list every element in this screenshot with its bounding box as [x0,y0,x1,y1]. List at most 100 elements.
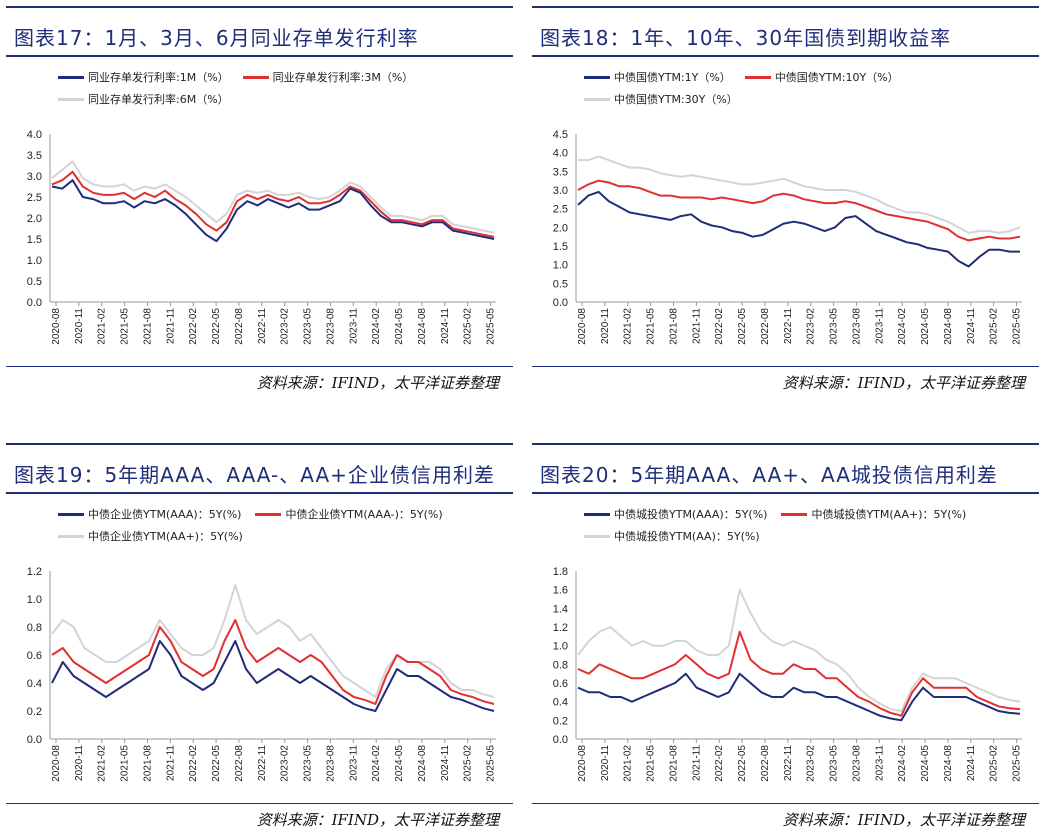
panel-title: 图表18：1年、10年、30年国债到期收益率 [540,26,952,50]
legend-item: 中债企业债YTM(AAA)：5Y(%) [58,506,241,522]
x-tick-label: 2021-08 [668,745,679,782]
x-tick-label: 2022-08 [234,745,245,782]
x-tick-label: 2023-05 [829,308,840,345]
x-tick-label: 2024-02 [371,308,382,345]
y-tick-label: 1.2 [27,566,42,578]
chart-legend: 同业存单发行利率:1M（%） 同业存单发行利率:3M（%） 同业存单发行利率:6M（… [58,66,498,110]
series-line-1 [51,179,495,243]
legend-item: 中债企业债YTM(AAA-)：5Y(%) [255,506,443,522]
x-tick-label: 2020-11 [600,745,611,781]
x-tick-label: 2022-05 [211,745,222,782]
legend-swatch [58,534,84,538]
x-tick-label: 2022-11 [257,745,268,781]
legend-item: 中债国债YTM:1Y（%） [584,69,731,85]
line-chart: 4.5 4.0 3.5 3.0 2.5 2.0 1.5 1.0 0.5 0.0 2020-08 202… [553,129,1023,345]
chart-legend: 中债企业债YTM(AAA)：5Y(%) 中债企业债YTM(AAA-)：5Y(%) 中… [58,503,498,547]
y-tick-label: 3.0 [553,185,568,197]
legend-swatch [584,512,610,516]
y-tick-label: 3.5 [553,166,568,178]
x-tick-label: 2021-05 [120,308,131,345]
panel-title-rule [6,492,513,494]
y-tick-label: 1.4 [553,603,568,615]
panel-bottom-rule [6,366,513,367]
y-tick-label: 2.5 [27,192,42,204]
x-tick-label: 2023-08 [325,308,336,345]
chart-legend: 中债国债YTM:1Y（%） 中债国债YTM:10Y（%） 中债国债YTM:30Y（%… [584,66,1024,110]
panel-top-rule [532,443,1039,445]
panel-top-rule [6,6,513,8]
y-tick-label: 2.0 [27,213,42,225]
chart-panel-20: 图表20：5年期AAA、AA+、AA城投债信用利差 中债城投债YTM(AAA)：… [532,443,1039,835]
legend-row: 中债城投债YTM(AA)：5Y(%) [584,525,1024,547]
legend-swatch [744,75,771,79]
legend-label: 中债企业债YTM(AAA-)：5Y(%) [285,508,443,521]
legend-swatch [584,534,610,538]
panel-title-rule [532,492,1039,494]
y-tick-label: 0.0 [27,734,42,746]
y-tick-label: 1.5 [27,234,42,246]
series-line-3 [578,155,1021,234]
x-tick-label: 2021-11 [691,308,702,344]
y-tick-label: 0.6 [553,678,568,690]
x-tick-label: 2024-11 [440,745,451,781]
source-note: 资料来源：IFIND，太平洋证券整理 [256,374,499,392]
x-tick-label: 2025-05 [486,308,497,345]
x-tick-label: 2022-11 [783,745,794,781]
legend-swatch [58,97,84,101]
source-note: 资料来源：IFIND，太平洋证券整理 [782,811,1025,829]
legend-swatch [255,512,282,516]
legend-swatch [58,512,84,516]
x-tick-label: 2020-11 [74,308,85,344]
x-tick-label: 2020-08 [577,308,588,345]
x-tick-label: 2023-02 [806,745,817,782]
panel-title-rule [532,55,1039,57]
y-tick-label: 1.0 [27,594,42,606]
y-tick-label: 0.2 [553,715,568,727]
series-line-1 [577,190,1020,268]
legend-item: 中债国债YTM:10Y（%） [744,69,899,85]
x-tick-label: 2024-05 [920,745,931,782]
x-tick-label: 2021-11 [165,308,176,344]
x-tick-label: 2023-08 [851,745,862,782]
legend-label: 同业存单发行利率:3M（%） [272,71,414,84]
y-tick-label: 2.5 [553,204,568,216]
x-tick-label: 2024-08 [943,308,954,345]
legend-row: 中债企业债YTM(AA+)：5Y(%) [58,525,498,547]
x-tick-label: 2025-02 [463,745,474,782]
y-tick-label: 3.5 [27,150,42,162]
y-tick-label: 0.0 [27,297,42,309]
x-tick-label: 2024-11 [966,308,977,344]
x-tick-label: 2023-08 [325,745,336,782]
x-tick-label: 2022-08 [760,745,771,782]
legend-label: 中债国债YTM:30Y（%） [614,93,738,106]
chart-panel-17: 图表17：1月、3月、6月同业存单发行利率 同业存单发行利率:1M（%） 同业存单… [6,6,513,398]
legend-row: 中债国债YTM:30Y（%） [584,88,1024,110]
y-tick-label: 1.6 [553,585,568,597]
legend-row: 中债企业债YTM(AAA)：5Y(%) 中债企业债YTM(AAA-)：5Y(%) [58,503,498,525]
legend-swatch [242,75,269,79]
line-chart: 1.8 1.6 1.4 1.2 1.0 0.8 0.6 0.4 0.2 0.0 2020-08 202… [553,566,1023,782]
y-tick-label: 0.2 [27,706,42,718]
y-tick-label: 0.4 [27,678,42,690]
legend-label: 中债城投债YTM(AAA)：5Y(%) [614,508,768,521]
x-tick-label: 2021-08 [142,308,153,345]
x-tick-label: 2024-05 [920,308,931,345]
legend-item: 中债企业债YTM(AA+)：5Y(%) [58,528,243,544]
y-tick-label: 0.0 [553,297,568,309]
x-tick-label: 2021-05 [646,308,657,345]
series-line-3 [51,160,495,234]
panel-bottom-rule [532,366,1039,367]
x-tick-label: 2023-11 [348,308,359,344]
legend-label: 中债国债YTM:1Y（%） [614,71,731,84]
x-tick-label: 2020-11 [74,745,85,781]
x-tick-label: 2025-02 [989,745,1000,782]
x-tick-label: 2020-11 [600,308,611,344]
x-tick-label: 2021-11 [165,745,176,781]
x-tick-label: 2024-11 [966,745,977,781]
y-tick-label: 0.8 [27,622,42,634]
legend-row: 同业存单发行利率:1M（%） 同业存单发行利率:3M（%） [58,66,498,88]
x-tick-label: 2021-02 [623,745,634,782]
chart-panel-19: 图表19：5年期AAA、AAA-、AA+企业债信用利差 中债企业债YTM(AAA… [6,443,513,835]
chart-panel-18: 图表18：1年、10年、30年国债到期收益率 中债国债YTM:1Y（%） 中债国债… [532,6,1039,398]
x-tick-label: 2021-05 [646,745,657,782]
